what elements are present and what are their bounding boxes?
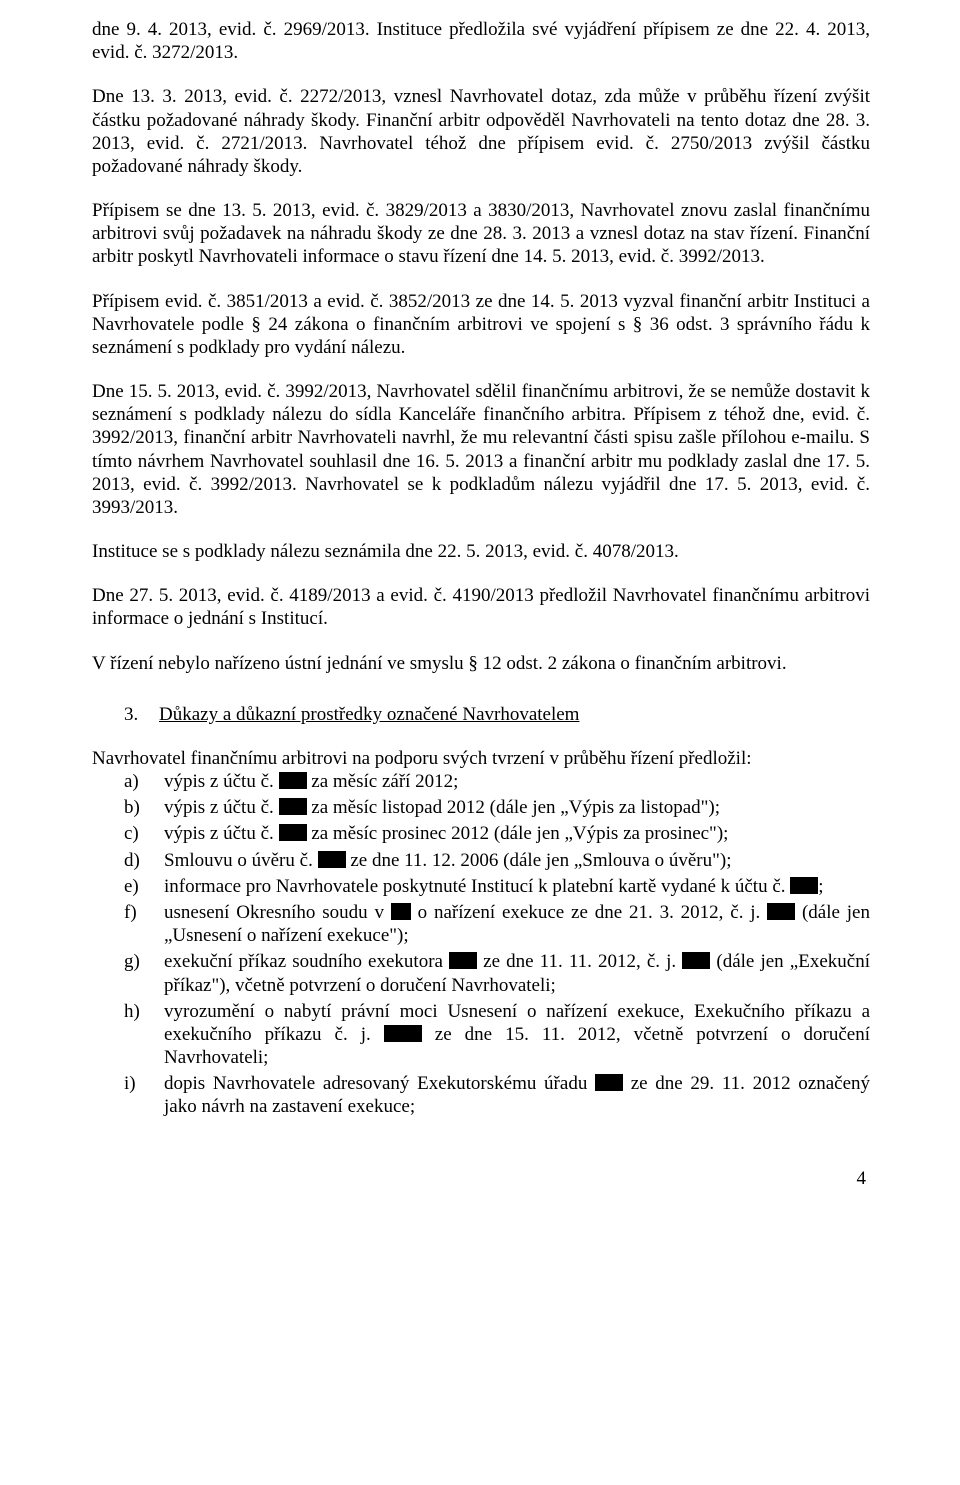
list-marker: c) [124, 822, 156, 845]
page-number: 4 [92, 1167, 870, 1190]
redaction [449, 952, 477, 969]
list-item: i) dopis Navrhovatele adresovaný Exekuto… [124, 1072, 870, 1118]
list-text: ze dne 11. 12. 2006 (dále jen „Smlouva o… [346, 850, 732, 871]
list-item: b) výpis z účtu č. za měsíc listopad 201… [124, 796, 870, 819]
section-title: Důkazy a důkazní prostředky označené Nav… [159, 704, 579, 725]
paragraph: Přípisem evid. č. 3851/2013 a evid. č. 3… [92, 290, 870, 360]
list-marker: d) [124, 849, 156, 872]
redaction [790, 877, 818, 894]
list-text: výpis z účtu č. [164, 823, 279, 844]
list-text: usnesení Okresního soudu v [164, 902, 391, 923]
list-marker: a) [124, 770, 156, 793]
redaction [391, 903, 411, 920]
list-item: g) exekuční příkaz soudního exekutora ze… [124, 950, 870, 996]
list-text: ze dne 11. 11. 2012, č. j. [477, 951, 682, 972]
list-text: informace pro Navrhovatele poskytnuté In… [164, 876, 790, 897]
paragraph: Dne 15. 5. 2013, evid. č. 3992/2013, Nav… [92, 380, 870, 519]
list-text: výpis z účtu č. [164, 797, 279, 818]
list-item: h) vyrozumění o nabytí právní moci Usnes… [124, 1000, 870, 1070]
paragraph: dne 9. 4. 2013, evid. č. 2969/2013. Inst… [92, 18, 870, 64]
redaction [682, 952, 710, 969]
list-text: exekuční příkaz soudního exekutora [164, 951, 449, 972]
section-number: 3. [124, 703, 138, 726]
document-page: dne 9. 4. 2013, evid. č. 2969/2013. Inst… [0, 0, 960, 1485]
list-item: c) výpis z účtu č. za měsíc prosinec 201… [124, 822, 870, 845]
list-item: e) informace pro Navrhovatele poskytnuté… [124, 875, 870, 898]
list-text: ; [818, 876, 823, 897]
evidence-list: a) výpis z účtu č. za měsíc září 2012; b… [92, 770, 870, 1118]
list-text: výpis z účtu č. [164, 771, 279, 792]
list-text: za měsíc listopad 2012 (dále jen „Výpis … [307, 797, 721, 818]
list-text: dopis Navrhovatele adresovaný Exekutorsk… [164, 1073, 595, 1094]
paragraph: V řízení nebylo nařízeno ústní jednání v… [92, 652, 870, 675]
paragraph: Přípisem se dne 13. 5. 2013, evid. č. 38… [92, 199, 870, 269]
list-item: d) Smlouvu o úvěru č. ze dne 11. 12. 200… [124, 849, 870, 872]
redaction [279, 772, 307, 789]
list-marker: g) [124, 950, 156, 973]
list-text: za měsíc prosinec 2012 (dále jen „Výpis … [307, 823, 729, 844]
list-text: Smlouvu o úvěru č. [164, 850, 318, 871]
list-text: za měsíc září 2012; [307, 771, 459, 792]
list-marker: i) [124, 1072, 156, 1095]
list-item: a) výpis z účtu č. za měsíc září 2012; [124, 770, 870, 793]
redaction [595, 1074, 623, 1091]
redaction [384, 1025, 422, 1042]
list-marker: h) [124, 1000, 156, 1023]
paragraph: Dne 13. 3. 2013, evid. č. 2272/2013, vzn… [92, 85, 870, 178]
redaction [767, 903, 795, 920]
list-marker: f) [124, 901, 156, 924]
section-header: 3. Důkazy a důkazní prostředky označené … [92, 703, 870, 726]
redaction [279, 824, 307, 841]
redaction [318, 851, 346, 868]
list-marker: e) [124, 875, 156, 898]
paragraph: Instituce se s podklady nálezu seznámila… [92, 540, 870, 563]
list-text: o nařízení exekuce ze dne 21. 3. 2012, č… [411, 902, 767, 923]
list-marker: b) [124, 796, 156, 819]
paragraph: Dne 27. 5. 2013, evid. č. 4189/2013 a ev… [92, 584, 870, 630]
redaction [279, 798, 307, 815]
list-item: f) usnesení Okresního soudu v o nařízení… [124, 901, 870, 947]
evidence-intro: Navrhovatel finančnímu arbitrovi na podp… [92, 747, 870, 770]
